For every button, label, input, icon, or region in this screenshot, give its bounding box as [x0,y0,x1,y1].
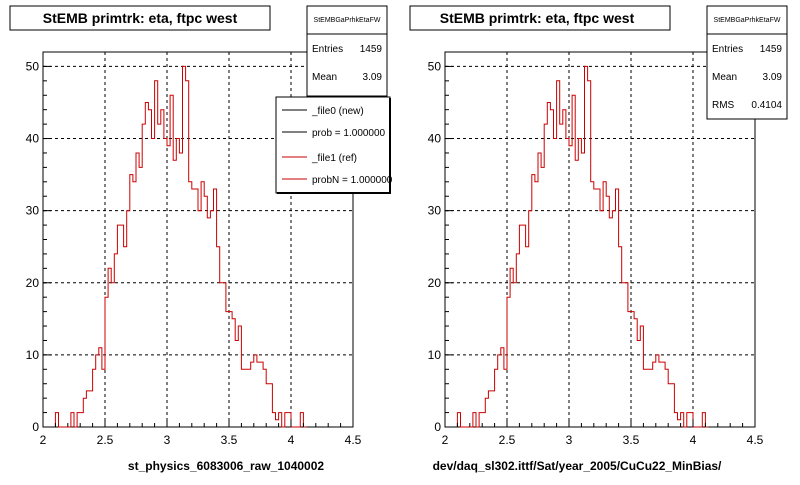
left-x-tick-label: 3.5 [221,433,238,447]
right-y-tick-labels: 0 10 20 30 40 50 [428,59,442,434]
left-y-tick-label: 20 [26,276,40,290]
left-histogram-panel: StEMB primtrk: eta, ftpc west 0 10 20 30 40 5… [9,5,393,473]
right-stats-entries-value: 1459 [760,44,783,55]
left-x-axis-label: st_physics_6083006_raw_1040002 [128,459,324,473]
right-y-tick-label: 30 [428,204,442,218]
legend-label-prob: prob = 1.000000 [312,128,386,139]
left-y-tick-label: 30 [26,204,40,218]
left-x-tick-labels: 2 2.5 3 3.5 4 4.5 [40,433,362,447]
right-stats-rms-label: RMS [712,100,735,111]
right-grid [445,52,755,427]
right-y-tick-label: 50 [428,59,442,73]
right-stats-name: StEMBGaPrhkEtaFW [714,17,781,24]
left-stats-entries-value: 1459 [360,44,383,55]
right-x-tick-label: 4.5 [747,433,764,447]
left-stats-entries-label: Entries [312,44,343,55]
right-stats-box[interactable]: StEMBGaPrhkEtaFW Entries 1459 Mean 3.09 … [706,5,788,120]
legend-label-file0: _file0 (new) [311,106,364,117]
right-stats-entries-label: Entries [712,44,743,55]
left-title: StEMB primtrk: eta, ftpc west [43,10,238,26]
left-stats-mean-label: Mean [312,72,337,83]
right-x-tick-label: 3 [566,433,573,447]
left-axis-ticks [42,51,354,428]
right-x-tick-labels: 2 2.5 3 3.5 4 4.5 [442,433,764,447]
right-title: StEMB primtrk: eta, ftpc west [440,10,635,26]
left-y-tick-label: 50 [26,59,40,73]
right-x-tick-label: 4 [690,433,697,447]
left-x-tick-label: 4.5 [345,433,362,447]
legend-label-file1: _file1 (ref) [311,153,357,164]
right-histogram-line [456,65,709,428]
right-plot-frame [444,51,756,428]
left-x-tick-label: 2 [40,433,47,447]
right-title-box [409,5,671,31]
legend-entry-file0: _file0 (new) [282,106,364,117]
left-y-tick-labels: 0 10 20 30 40 50 [26,59,40,434]
right-x-axis-label: dev/daq_sl302.ittf/Sat/year_2005/CuCu22_… [433,459,722,473]
left-x-tick-label: 4 [288,433,295,447]
left-stats-mean-value: 3.09 [363,72,383,83]
left-stats-box[interactable]: StEMBGaPrhkEtaFW Entries 1459 Mean 3.09 [306,5,388,97]
right-stats-mean-value: 3.09 [763,72,783,83]
right-x-tick-label: 3.5 [623,433,640,447]
right-axis-ticks [444,51,756,428]
left-histogram-line [54,65,307,428]
left-y-tick-label: 0 [32,420,39,434]
right-stats-rms-value: 0.4104 [751,100,782,111]
right-histogram-panel: StEMB primtrk: eta, ftpc west 0 10 20 30 40 5… [409,5,788,473]
right-x-tick-label: 2 [442,433,449,447]
right-x-tick-label: 2.5 [499,433,516,447]
legend-entry-probn: probN = 1.000000 [282,175,393,186]
right-y-tick-label: 0 [434,420,441,434]
right-y-tick-label: 40 [428,132,442,146]
left-y-tick-label: 40 [26,132,40,146]
right-stats-mean-label: Mean [712,72,737,83]
right-y-tick-label: 20 [428,276,442,290]
legend-label-probn: probN = 1.000000 [312,175,393,186]
left-stats-name: StEMBGaPrhkEtaFW [314,17,381,24]
legend-entry-prob: prob = 1.000000 [282,128,386,139]
left-legend-box[interactable]: _file0 (new) prob = 1.000000 _file1 (ref… [275,96,393,194]
legend-entry-file1: _file1 (ref) [282,153,357,164]
left-x-tick-label: 3 [164,433,171,447]
left-y-tick-label: 10 [26,348,40,362]
right-y-tick-label: 10 [428,348,442,362]
left-x-tick-label: 2.5 [97,433,114,447]
left-title-box [9,5,271,31]
